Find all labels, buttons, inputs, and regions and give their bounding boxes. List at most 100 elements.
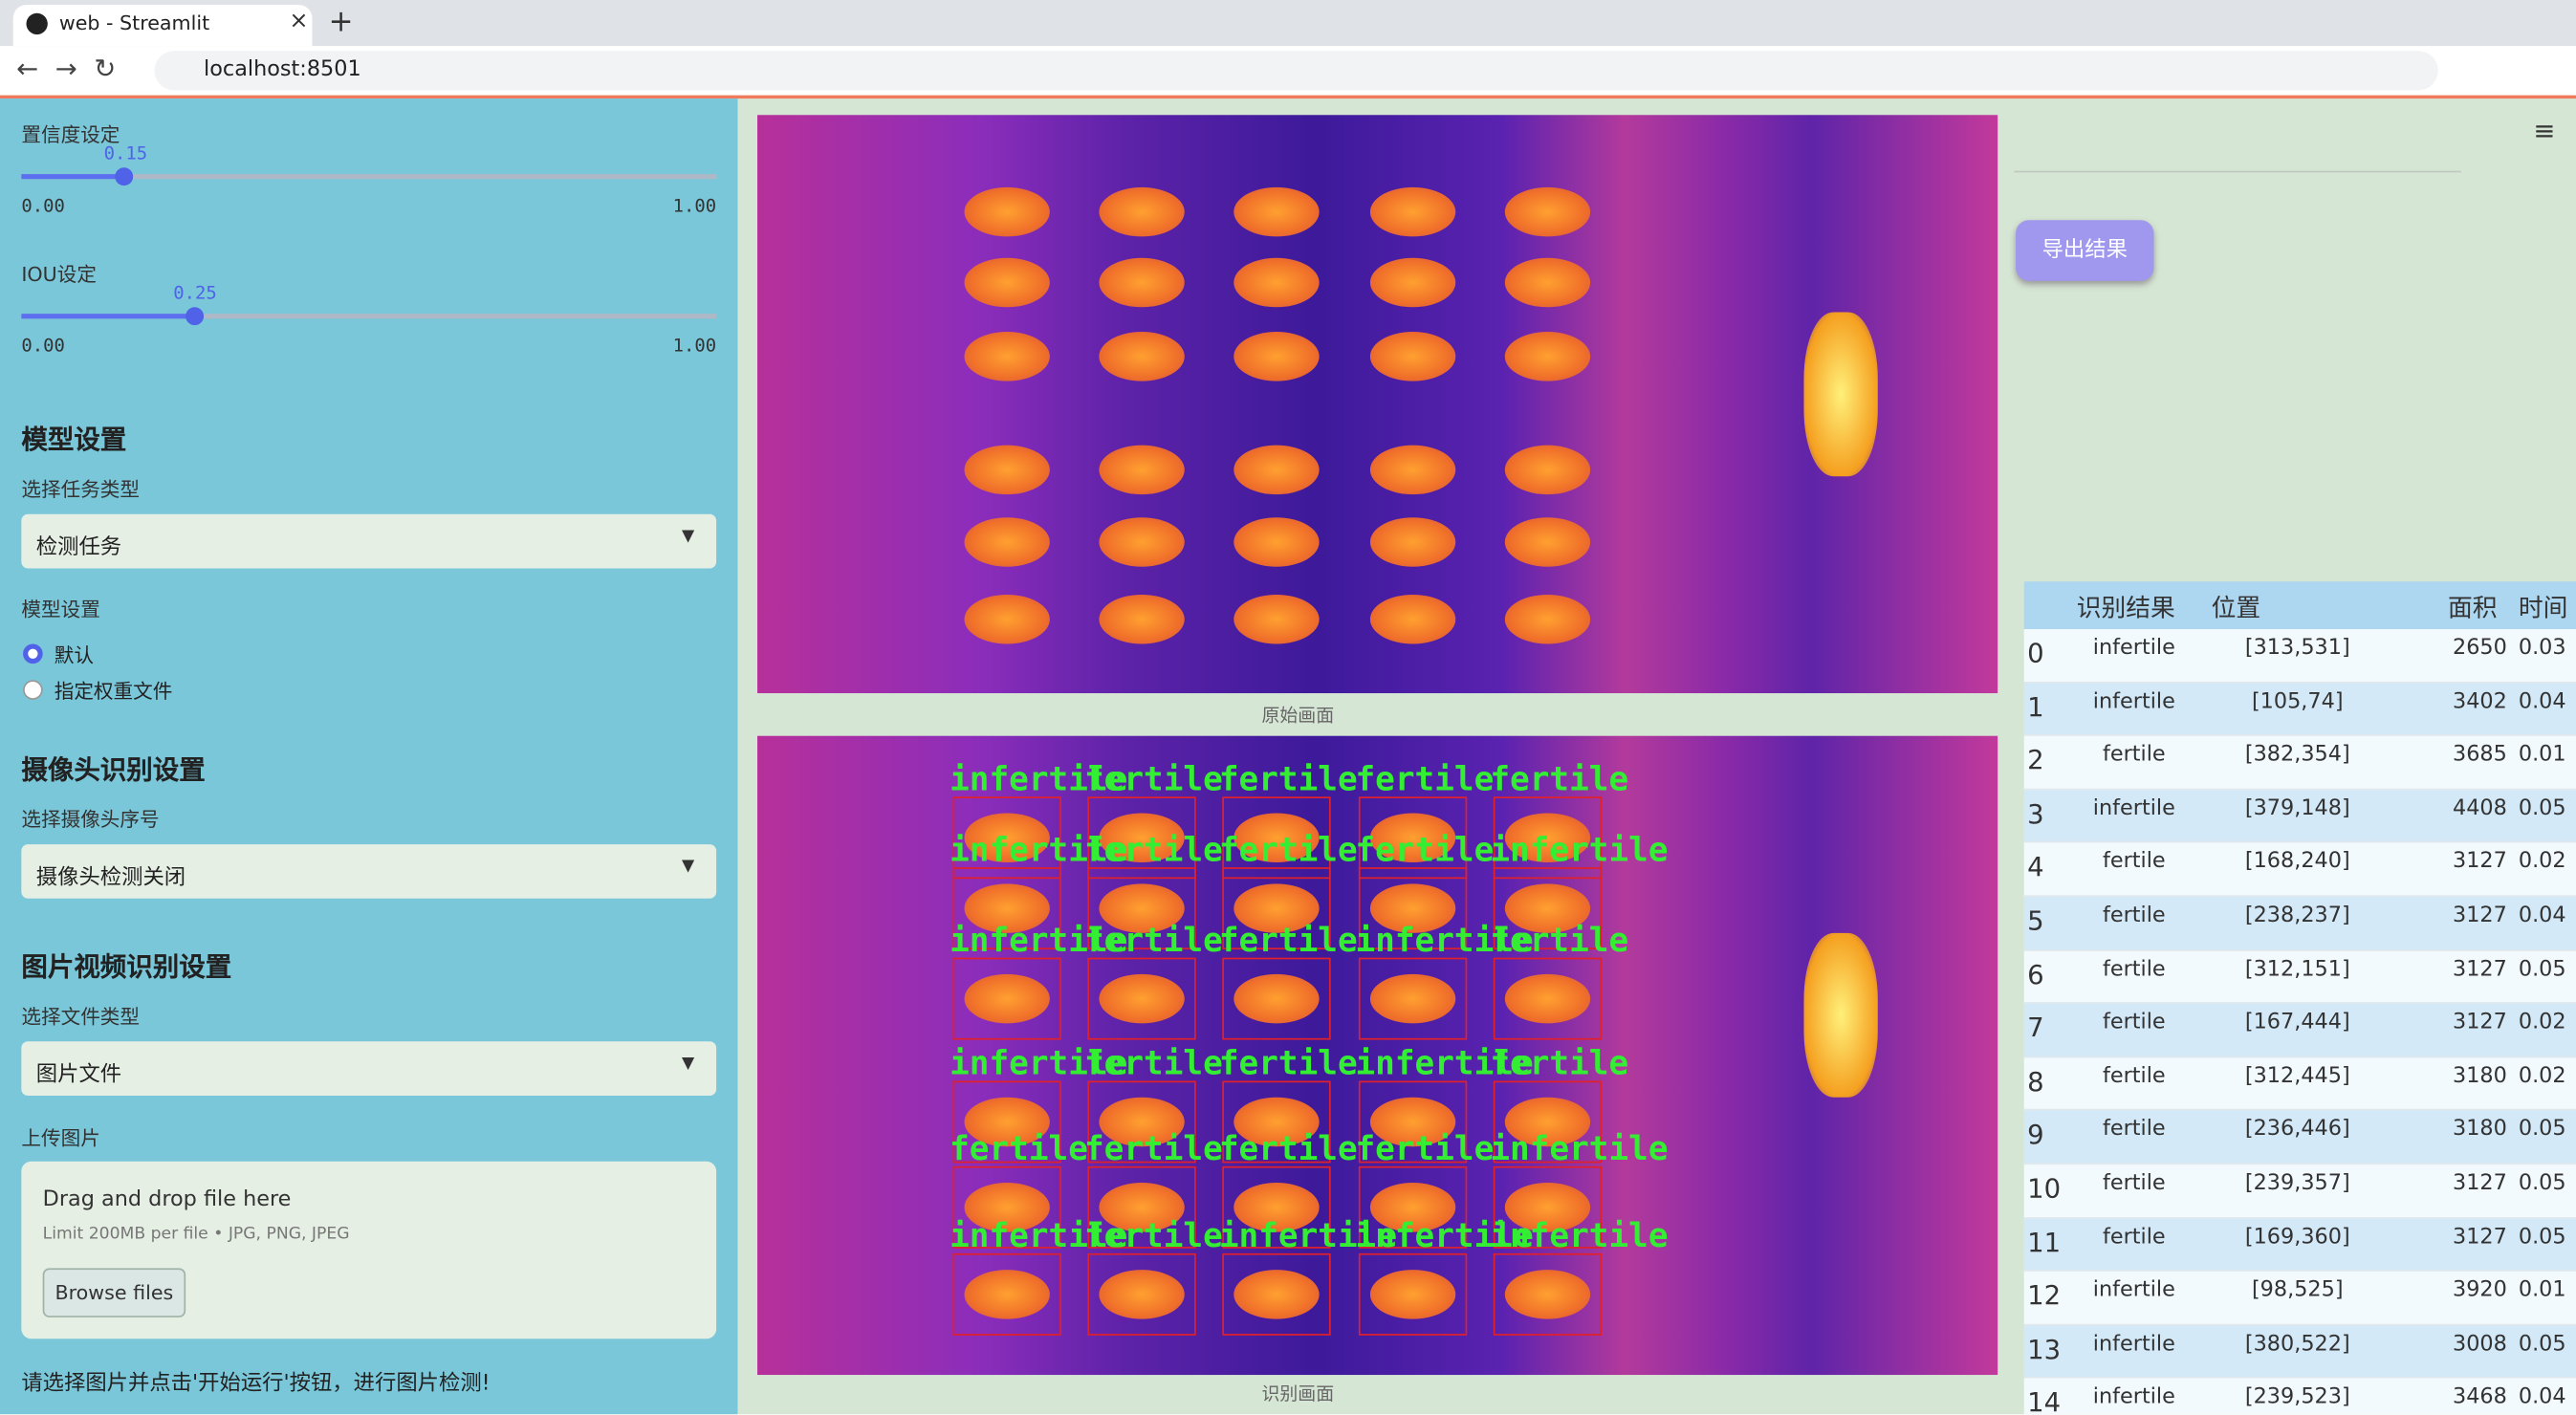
table-cell: 13 (2027, 1333, 2062, 1365)
table-row (2023, 683, 2576, 737)
detection-label: infertile (950, 1215, 1128, 1255)
detection-box (1222, 1165, 1331, 1249)
egg (1099, 1097, 1185, 1147)
radio[interactable] (23, 643, 43, 664)
detection-label: infertile (1490, 1128, 1669, 1168)
table-row (2023, 1111, 2576, 1165)
egg (1099, 1270, 1185, 1319)
table-cell: 3685 (2452, 742, 2507, 768)
slider-label: 置信度设定 (21, 122, 120, 146)
egg (1099, 332, 1185, 381)
table-cell: 3008 (2452, 1332, 2507, 1357)
table-cell: 3 (2027, 797, 2044, 830)
table-cell: [239,523] (2244, 1385, 2350, 1410)
egg (1233, 1270, 1320, 1319)
favicon (26, 12, 48, 35)
detection-box (1358, 867, 1468, 950)
table-row (2023, 1004, 2576, 1058)
table-cell: [98,525] (2251, 1278, 2344, 1303)
egg (1369, 883, 1456, 933)
slider-min: 0.00 (21, 195, 65, 217)
table-cell: 0.01 (2518, 742, 2566, 768)
browse-button[interactable]: Browse files (42, 1268, 186, 1317)
section-title: 模型设置 (21, 424, 127, 455)
table-cell: [312,445] (2244, 1063, 2350, 1089)
table-cell: 0 (2027, 637, 2044, 669)
detection-label: fertile (1083, 920, 1223, 960)
egg (1504, 1097, 1591, 1147)
slider-thumb[interactable] (185, 307, 204, 326)
egg (1099, 517, 1185, 567)
select[interactable] (21, 844, 717, 899)
select-arrow: ▼ (682, 857, 695, 876)
select[interactable] (21, 1041, 717, 1096)
table-cell: [312,151] (2244, 956, 2350, 982)
egg (1504, 594, 1591, 644)
egg (1233, 445, 1320, 495)
detection-box (1493, 1080, 1603, 1164)
table-header-cell: 识别结果 (2076, 593, 2175, 623)
detection-label: infertile (1355, 1215, 1534, 1255)
table-cell: 0.03 (2518, 635, 2566, 661)
detection-label: fertile (1218, 758, 1358, 799)
slider-thumb[interactable] (116, 167, 134, 186)
new-tab[interactable]: + (328, 5, 354, 40)
slider-min: 0.00 (21, 335, 65, 357)
egg (1099, 973, 1185, 1024)
slider-value: 0.25 (173, 282, 217, 304)
egg (1233, 594, 1320, 644)
table-cell: 2650 (2452, 635, 2507, 661)
detection-box (1222, 867, 1331, 950)
table-cell: [236,446] (2244, 1117, 2350, 1143)
menu-icon[interactable]: ≡ (2533, 115, 2556, 146)
detection-label: infertile (950, 758, 1128, 799)
egg (964, 445, 1050, 495)
table-cell: 4 (2027, 851, 2044, 883)
egg (964, 186, 1050, 237)
table-cell: 4408 (2452, 795, 2507, 821)
omnibox[interactable] (154, 51, 2438, 91)
egg (1369, 1270, 1456, 1319)
table-cell: 0.05 (2518, 795, 2566, 821)
nav-icons[interactable]: ← → ↻ (16, 52, 117, 84)
tab[interactable] (12, 5, 313, 47)
table-cell: 0.02 (2518, 1063, 2566, 1089)
egg (1099, 445, 1185, 495)
table-cell: 0.05 (2518, 956, 2566, 982)
table-cell: 3127 (2452, 956, 2507, 982)
table-cell: infertile (2092, 688, 2175, 714)
egg (1369, 594, 1456, 644)
blob (1803, 932, 1878, 1098)
select[interactable] (21, 513, 717, 569)
field-label: 模型设置 (21, 598, 100, 621)
table-header (2023, 581, 2576, 630)
table-cell: 0.05 (2518, 1171, 2566, 1196)
detection-box (1358, 796, 1468, 880)
egg (1504, 813, 1591, 863)
table-cell: [169,360] (2244, 1225, 2350, 1250)
slider-value: 0.15 (103, 142, 148, 164)
table-cell: 14 (2027, 1386, 2062, 1415)
table-cell: 0.04 (2518, 1385, 2566, 1410)
table-cell: 3468 (2452, 1385, 2507, 1410)
detection-box (952, 796, 1061, 880)
table-cell: 1 (2027, 690, 2044, 723)
detection-box (952, 867, 1061, 950)
detection-label: fertile (1083, 758, 1223, 799)
table-cell: fertile (2102, 742, 2166, 768)
url: localhost:8501 (204, 57, 361, 82)
tab-close[interactable]: × (289, 8, 309, 35)
table-row (2023, 790, 2576, 844)
field-label: 选择任务类型 (21, 477, 141, 502)
table-cell: fertile (2102, 1225, 2166, 1250)
table-cell: 3402 (2452, 688, 2507, 714)
select-arrow: ▼ (682, 1055, 695, 1073)
slider-max: 1.00 (672, 335, 717, 357)
table-cell: 11 (2027, 1226, 2062, 1258)
export-button[interactable]: 导出结果 (2016, 220, 2154, 281)
detection-label: infertile (1490, 829, 1669, 869)
radio[interactable] (23, 680, 43, 700)
detection-box (1358, 1252, 1468, 1336)
egg (1233, 973, 1320, 1024)
table-cell: 0.05 (2518, 1117, 2566, 1143)
